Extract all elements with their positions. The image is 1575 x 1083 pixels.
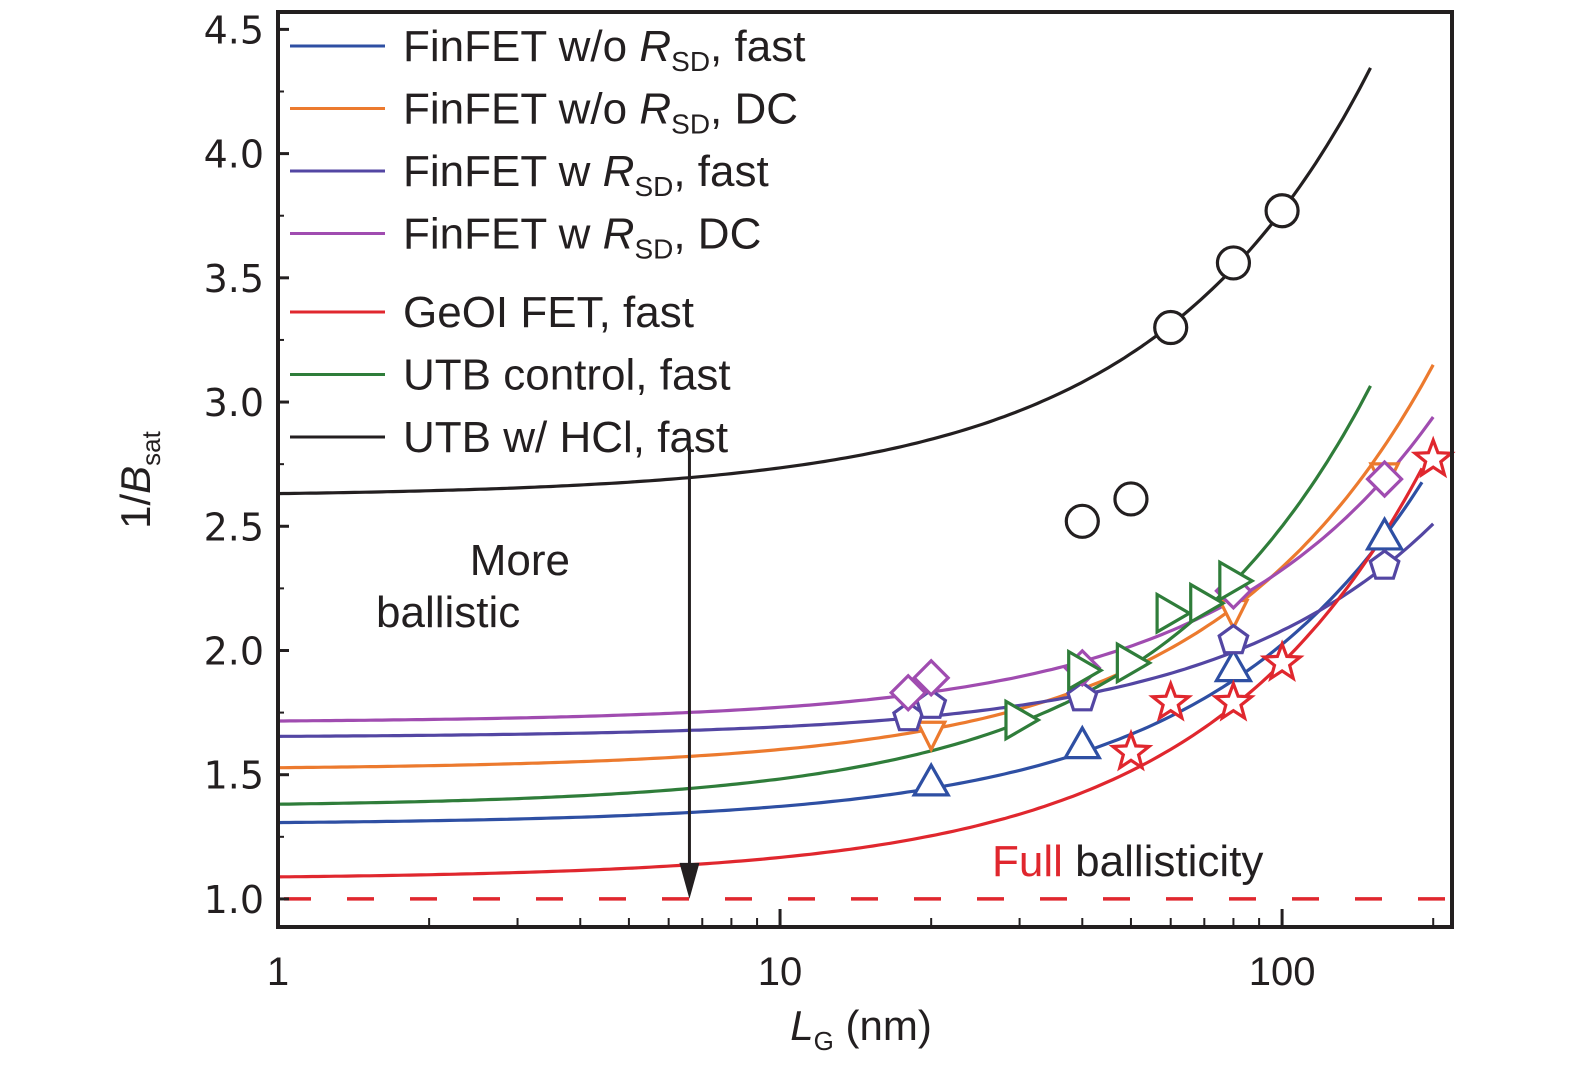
fit-curve-series-4	[277, 467, 1424, 879]
axes: 1.0 1.5 2.0 2.5 3.0 3.5 4.0 4.5 1 10 100 LG (nm) 1/B…	[112, 8, 1454, 1056]
y-axis-title-sub: sat	[136, 430, 166, 465]
y-axis-title-prefix: 1/	[112, 494, 159, 529]
data-point-series-2-4	[1368, 549, 1401, 580]
fit-curve-series-0	[277, 481, 1424, 825]
arrow-down-icon	[679, 862, 700, 899]
legend-label-suffix: , fast	[710, 22, 805, 71]
legend-label-5: UTB control, fast	[403, 351, 731, 400]
y-tick-label: 1.0	[204, 878, 264, 922]
legend-label-var: R	[639, 85, 671, 134]
data-point-series-3-4	[1365, 459, 1404, 499]
annotation-full-ballisticity: Full ballisticity	[992, 837, 1263, 886]
data-point-series-0-1	[1062, 724, 1103, 760]
annotation-ballistic: ballistic	[376, 588, 520, 637]
data-point-series-2-3	[1217, 623, 1250, 655]
data-point-series-2-2	[1066, 680, 1099, 712]
legend-label-text: GeOI FET, fast	[403, 288, 694, 337]
y-tick-label: 2.0	[204, 629, 264, 673]
data-point-series-0-0	[911, 761, 951, 797]
annotation-ballisticity-word: ballisticity	[1063, 837, 1264, 886]
data-point-series-3-1	[911, 658, 951, 698]
data-point-series-0-3	[1364, 515, 1405, 551]
legend-label-2: FinFET w RSD, fast	[403, 147, 769, 202]
data-point-series-5-1	[1067, 648, 1105, 692]
data-point-series-5-3	[1155, 591, 1193, 635]
y-tick-label: 4.0	[204, 133, 264, 177]
legend-label-sub: SD	[634, 234, 673, 265]
fit-curve-series-3	[278, 416, 1435, 723]
y-tick-label: 3.0	[204, 381, 264, 425]
annotation-full-word: Full	[992, 837, 1063, 886]
data-point-series-5-4	[1189, 581, 1227, 625]
legend-label-suffix: , fast	[673, 147, 768, 196]
x-axis-title-unit: (nm)	[834, 1002, 932, 1049]
y-tick-label: 1.5	[204, 754, 264, 798]
legend-label-6: UTB w/ HCl, fast	[403, 413, 728, 462]
data-point-series-6-4	[1113, 481, 1149, 517]
x-axis-title-sub: G	[814, 1026, 834, 1056]
x-axis-title-var: L	[790, 1002, 813, 1049]
data-point-series-4-0	[1108, 728, 1154, 772]
legend-label-text: FinFET w	[403, 210, 603, 259]
data-point-series-6-3	[1064, 503, 1100, 539]
data-point-series-5-5	[1218, 559, 1256, 603]
x-axis-title: LG (nm)	[790, 1002, 932, 1056]
data-point-series-5-2	[1115, 641, 1153, 685]
y-tick-label: 3.5	[204, 257, 264, 301]
legend-label-0: FinFET w/o RSD, fast	[403, 22, 805, 77]
data-point-series-6-1	[1215, 245, 1252, 281]
legend-label-text: UTB control, fast	[403, 351, 731, 400]
data-point-series-4-3	[1259, 639, 1305, 682]
legend-label-3: FinFET w RSD, DC	[403, 210, 761, 265]
data-point-series-6-2	[1264, 193, 1300, 229]
legend-label-sub: SD	[671, 109, 710, 140]
data-point-series-5-0	[1004, 698, 1042, 742]
y-axis-title: 1/Bsat	[112, 430, 166, 529]
legend-label-var: R	[603, 147, 635, 196]
data-point-series-6-0	[1153, 309, 1189, 346]
data-point-series-3-0	[888, 673, 928, 712]
legend-label-4: GeOI FET, fast	[403, 288, 694, 337]
plot-area	[277, 67, 1456, 901]
legend-label-suffix: , DC	[673, 210, 761, 259]
legend-label-sub: SD	[671, 46, 710, 77]
legend-label-text: UTB w/ HCl, fast	[403, 413, 728, 462]
data-point-series-4-4	[1410, 435, 1456, 479]
plot-frame	[276, 10, 1454, 929]
legend-label-var: R	[603, 210, 635, 259]
y-tick-label: 4.5	[204, 8, 264, 52]
legend-label-suffix: , DC	[710, 85, 798, 134]
y-axis-title-var: B	[112, 466, 159, 494]
data-point-series-4-1	[1148, 679, 1194, 722]
legend-label-1: FinFET w/o RSD, DC	[403, 85, 798, 140]
legend-label-text: FinFET w	[403, 147, 603, 196]
fit-curve-series-6	[277, 67, 1372, 496]
legend-label-sub: SD	[634, 171, 673, 202]
data-point-series-4-2	[1211, 679, 1256, 722]
fit-curve-series-5	[277, 385, 1372, 806]
x-tick-label: 10	[758, 950, 803, 994]
legend-label-text: FinFET w/o	[403, 85, 639, 134]
data-point-series-1-0	[914, 720, 948, 754]
annotation-more: More	[470, 536, 570, 585]
legend-label-text: FinFET w/o	[403, 22, 639, 71]
legend-label-var: R	[639, 22, 671, 71]
x-tick-label: 1	[267, 950, 289, 994]
y-tick-label: 2.5	[204, 505, 264, 549]
x-tick-label: 100	[1249, 950, 1316, 994]
